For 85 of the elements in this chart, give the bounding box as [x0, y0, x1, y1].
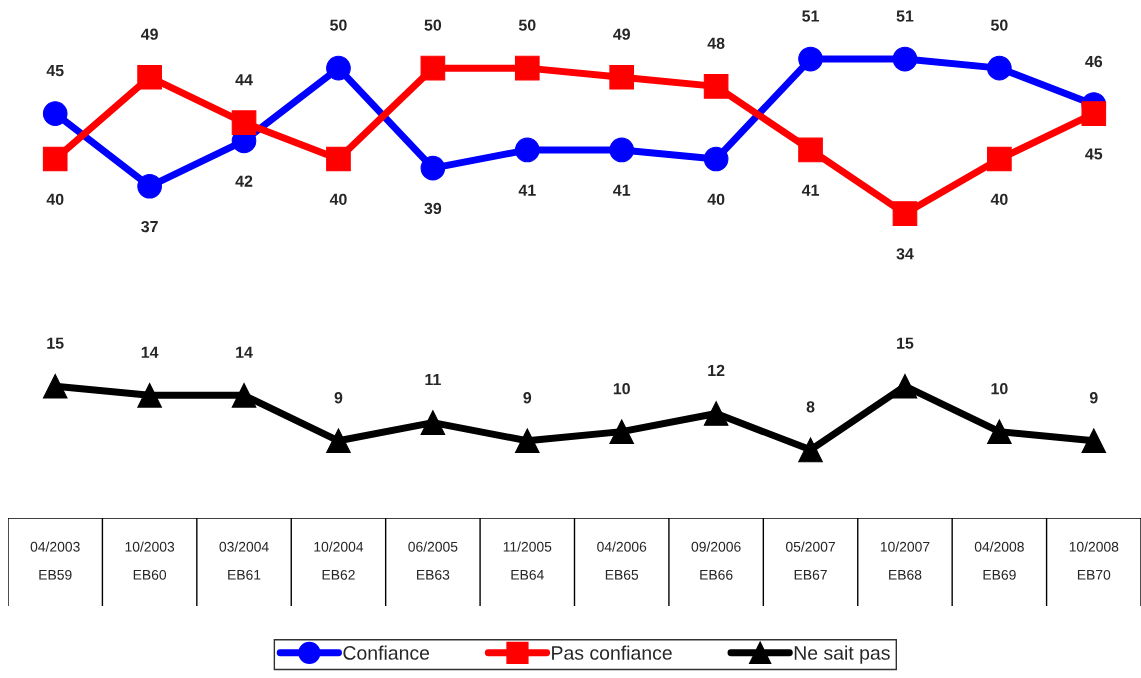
data-label: 9: [1089, 392, 1098, 404]
data-label: 50: [518, 19, 536, 31]
category-label: 06/2005 EB63: [408, 541, 458, 580]
category-label: 05/2007 EB67: [785, 541, 835, 580]
point: [326, 428, 351, 454]
point: [798, 46, 823, 72]
category-label: 04/2008 EB69: [974, 541, 1024, 580]
data-label: 49: [613, 28, 630, 40]
data-label: 9: [334, 392, 343, 404]
point: [42, 101, 68, 126]
point: [231, 382, 257, 408]
data-label: 41: [801, 184, 819, 196]
data-label: 14: [236, 346, 253, 358]
point: [326, 146, 351, 172]
category-label: 03/2004 EB61: [219, 541, 269, 580]
data-label: 49: [140, 28, 158, 40]
point: [137, 64, 162, 90]
data-label: 40: [329, 193, 347, 205]
data-label: 50: [330, 19, 347, 31]
point: [703, 401, 729, 426]
data-label: 15: [47, 337, 64, 349]
point: [703, 146, 729, 172]
point: [609, 137, 635, 163]
category-label: 10/2007 EB68: [880, 541, 930, 580]
data-label: 10: [613, 382, 630, 395]
point: [326, 55, 351, 81]
data-label: 46: [1085, 55, 1103, 68]
point: [609, 64, 635, 90]
point: [42, 146, 68, 172]
data-label: 8: [806, 401, 815, 413]
data-label: 45: [46, 65, 64, 77]
legend-label: Ne sait pas: [794, 645, 890, 664]
data-label: 50: [990, 19, 1008, 31]
data-label: 12: [708, 364, 725, 376]
point: [137, 173, 162, 199]
data-label: 11: [425, 374, 441, 386]
data-label: 44: [235, 74, 253, 86]
data-label: 42: [235, 175, 253, 187]
data-label: 9: [523, 392, 532, 404]
data-label: 40: [990, 193, 1008, 205]
data-label: 39: [424, 202, 442, 215]
point: [609, 419, 635, 444]
point: [987, 55, 1012, 81]
point: [420, 55, 446, 81]
data-label: 51: [802, 10, 819, 22]
point: [892, 201, 918, 226]
category-label: 04/2006 EB65: [597, 541, 647, 580]
point: [42, 373, 68, 399]
point: [420, 155, 446, 181]
legend-label: Pas confiance: [552, 645, 672, 660]
point: [231, 110, 257, 136]
point: [987, 146, 1012, 172]
data-label: 45: [1085, 148, 1103, 160]
data-label: 41: [518, 184, 536, 196]
data-label: 34: [896, 248, 914, 260]
point: [798, 137, 823, 163]
legend-label: Confiance: [343, 645, 430, 660]
data-label: 15: [897, 337, 914, 349]
point: [892, 46, 918, 72]
point: [1081, 428, 1107, 454]
category-label: 11/2005 EB64: [503, 541, 552, 580]
category-label: 10/2004 EB62: [314, 541, 364, 580]
point: [892, 373, 918, 399]
category-label: 04/2003 EB59: [30, 541, 80, 580]
data-label: 10: [991, 382, 1008, 395]
category-label: 10/2003 EB60: [125, 541, 175, 580]
point: [987, 419, 1012, 444]
category-label: 09/2006 EB66: [691, 541, 741, 580]
data-label: 51: [896, 10, 914, 22]
category-label: 10/2008 EB70: [1069, 541, 1119, 580]
point: [703, 74, 729, 99]
data-label: 14: [141, 346, 159, 358]
data-label: 50: [424, 19, 442, 31]
point: [137, 382, 162, 408]
point: [514, 428, 540, 454]
point: [1081, 101, 1107, 126]
data-label: 37: [141, 220, 158, 233]
point: [514, 137, 540, 163]
point: [514, 55, 540, 81]
data-label: 48: [707, 37, 725, 49]
point: [420, 410, 446, 435]
data-label: 40: [46, 193, 64, 205]
point: [798, 437, 823, 463]
data-label: 41: [613, 184, 631, 196]
data-label: 40: [707, 193, 725, 205]
